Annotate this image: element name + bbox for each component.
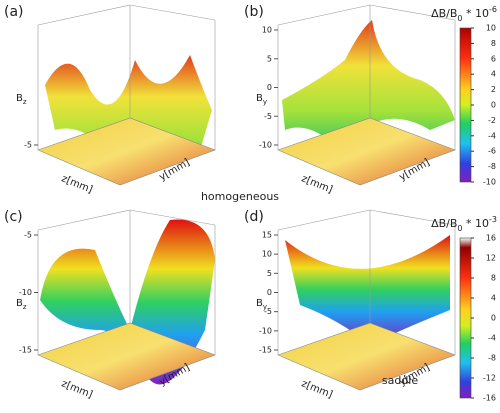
colorbar-tick-label: -10 — [483, 178, 496, 187]
colorbar-tick-label: 4 — [491, 70, 496, 79]
z-tick-label: -10 — [259, 326, 272, 335]
box-edge — [369, 209, 456, 226]
panel-label: (a) — [4, 4, 24, 20]
box-edge — [129, 4, 216, 21]
x-axis-label: z[mm] — [60, 378, 94, 400]
colorbar-tick-label: -8 — [488, 162, 496, 171]
colorbar-tick-label: 6 — [491, 54, 496, 63]
surface — [285, 235, 450, 345]
z-axis-sub: y — [263, 303, 267, 311]
box-edge — [37, 4, 131, 26]
z-tick-label: 10 — [262, 250, 272, 259]
colorbar-title-mid: * 10 — [463, 7, 490, 20]
colorbar-title-sup: -3 — [489, 215, 497, 224]
box-edge — [369, 4, 456, 21]
colorbar-tick-label: -12 — [483, 374, 496, 383]
surface — [45, 55, 212, 175]
colorbar-title: ΔB/B0 * 10-3 — [431, 215, 497, 233]
z-tick-label: -5 — [264, 112, 272, 121]
caption: homogeneous — [201, 190, 279, 203]
z-tick-label: -10 — [259, 141, 272, 150]
z-tick-label: 5 — [267, 54, 272, 63]
z-axis-label: By — [256, 298, 267, 311]
box-edge — [277, 209, 371, 231]
colorbar-title-mid: * 10 — [463, 217, 490, 230]
colorbar-tick-label: -4 — [488, 131, 496, 140]
z-tick-label: -5 — [24, 141, 32, 150]
caption: saddle — [382, 374, 418, 387]
box-edge — [129, 209, 216, 226]
z-tick-label: 0 — [267, 83, 272, 92]
z-tick-label: 10 — [262, 26, 272, 35]
colorbar-tick-label: 8 — [491, 274, 496, 283]
colorbar-tick-label: -16 — [483, 394, 496, 403]
colorbar-tick-label: -6 — [488, 147, 496, 156]
colorbar-title-sub: 0 — [457, 14, 462, 23]
colorbar-tick-label: 16 — [486, 234, 496, 243]
panel-label: (b) — [244, 4, 264, 20]
z-tick-label: 15 — [262, 231, 272, 240]
colorbar-title: ΔB/B0 * 10-6 — [431, 5, 497, 23]
x-axis-label: z[mm] — [300, 173, 334, 195]
x-axis-label: z[mm] — [60, 173, 94, 195]
colorbar-tick-label: 2 — [491, 85, 496, 94]
z-tick-label: -15 — [19, 346, 32, 355]
z-axis-sub: z — [23, 303, 27, 311]
colorbar-tick-label: 0 — [491, 314, 496, 323]
colorbar — [459, 27, 472, 183]
colorbar-tick-label: -4 — [488, 334, 496, 343]
colorbar-tick-label: 4 — [491, 294, 496, 303]
x-axis-label: z[mm] — [300, 378, 334, 400]
colorbar-tick-label: 12 — [486, 254, 496, 263]
z-axis-sub: z — [23, 98, 27, 106]
panel-label: (c) — [4, 209, 23, 225]
z-axis-label: By — [256, 93, 267, 106]
box-edge — [277, 4, 371, 26]
colorbar-title-sub: 0 — [457, 224, 462, 233]
z-tick-label: 0 — [267, 288, 272, 297]
colorbar-tick-label: 10 — [486, 24, 496, 33]
colorbar — [459, 237, 472, 399]
panel: (c)Bzz[mm]y[mm]-5-10-15 — [4, 209, 216, 401]
colorbar-tick-label: -2 — [488, 116, 496, 125]
box-edge — [37, 209, 131, 231]
z-tick-label: -10 — [19, 288, 32, 297]
z-tick-label: -5 — [264, 307, 272, 316]
colorbar-tick-label: 0 — [491, 101, 496, 110]
colorbar-tick-label: 8 — [491, 39, 496, 48]
z-tick-label: -15 — [259, 346, 272, 355]
panel: (a)Bzz[mm]y[mm]-5 — [4, 4, 216, 196]
colorbar-tick-label: -8 — [488, 354, 496, 363]
colorbar-title-sup: -6 — [489, 5, 497, 14]
surface — [282, 20, 455, 150]
z-axis-label: Bz — [16, 298, 27, 311]
z-axis-sub: y — [263, 98, 267, 106]
z-axis-label: Bz — [16, 93, 27, 106]
z-tick-label: -5 — [24, 231, 32, 240]
surfaces — [40, 20, 455, 385]
panel-label: (d) — [244, 209, 264, 225]
z-tick-label: 5 — [267, 269, 272, 278]
